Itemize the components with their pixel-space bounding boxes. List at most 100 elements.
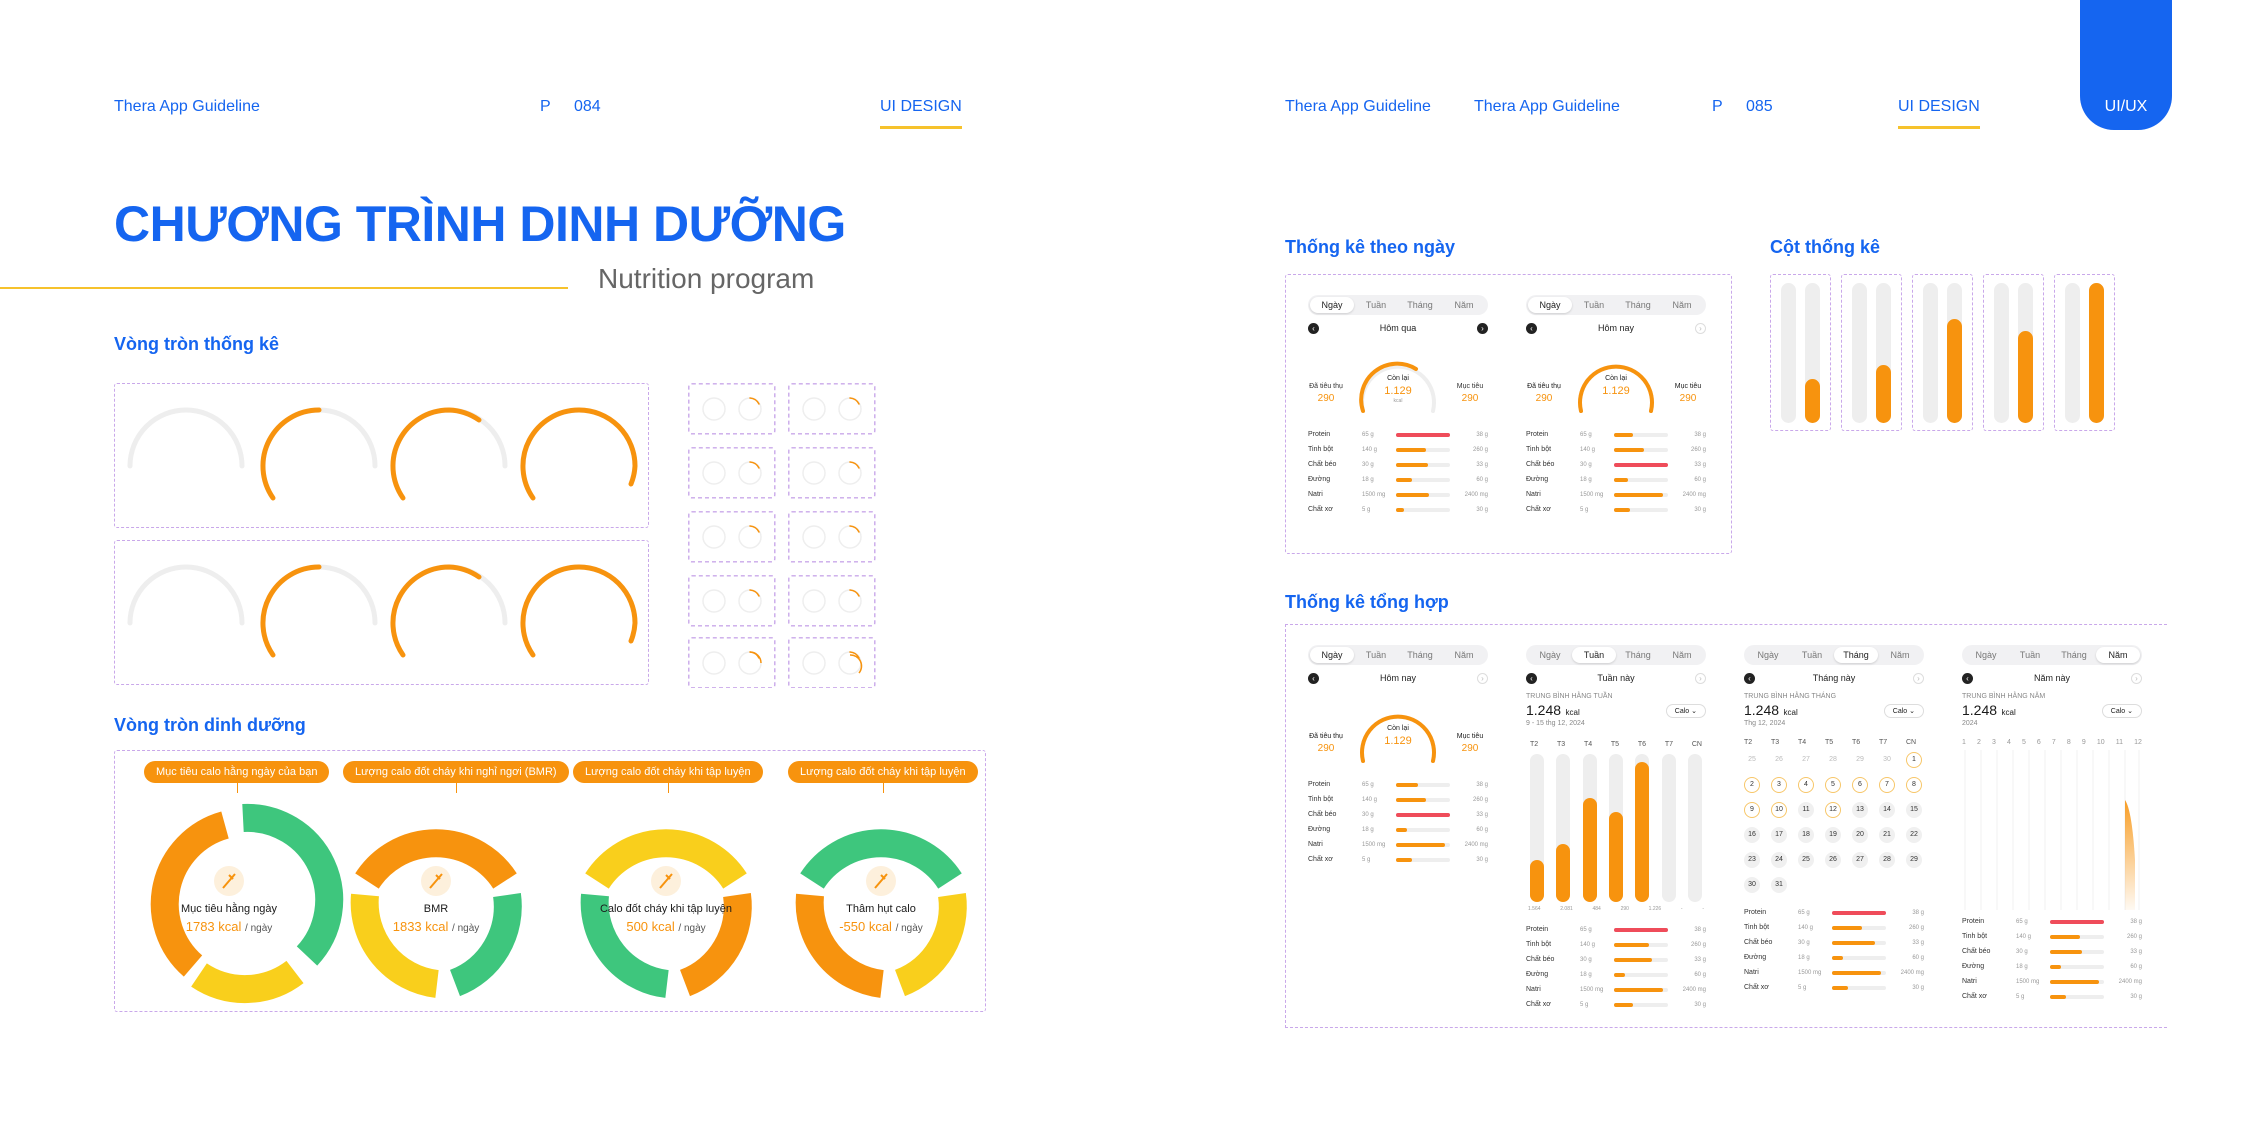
next-arrow-icon[interactable]: › bbox=[1477, 322, 1488, 334]
metric-select[interactable]: Calo ⌄ bbox=[1883, 704, 1924, 718]
ring-inner-title-4: Thâm hụt bbox=[853, 813, 909, 828]
prev-arrow-icon[interactable]: ‹ bbox=[1308, 322, 1319, 334]
tab-month[interactable]: Tháng bbox=[2061, 650, 2087, 660]
remaining-label: Còn lại bbox=[1387, 725, 1409, 732]
tab-year[interactable]: Năm bbox=[1672, 300, 1692, 310]
avg-label: TRUNG BÌNH HẰNG NĂM bbox=[1962, 693, 2046, 700]
area-series bbox=[2125, 800, 2135, 910]
weekly-bars bbox=[1526, 754, 1706, 902]
ring-label-2: BMR bbox=[423, 903, 449, 915]
nutrient-row: Protein 65 g 38 g bbox=[1744, 909, 1924, 916]
tab-week[interactable]: Tuần bbox=[1801, 650, 1823, 660]
prev-arrow-icon[interactable]: ‹ bbox=[1744, 672, 1755, 684]
tab-year[interactable]: Năm bbox=[1454, 300, 1474, 310]
nutrient-row: Tinh bột 140 g 260 g bbox=[1526, 941, 1706, 948]
prev-arrow-icon[interactable]: ‹ bbox=[1526, 322, 1537, 334]
summary-stats-box: Ngày Tuần Tháng Năm ‹ Hôm nay › Đã tiêu th… bbox=[1285, 624, 2167, 1028]
ring-label-4: Thâm hụt calo bbox=[846, 903, 916, 915]
metric-select[interactable]: Calo ⌄ bbox=[2101, 704, 2142, 718]
daily-stats-heading: Thống kê theo ngày bbox=[1285, 237, 1456, 257]
prev-arrow-icon[interactable]: ‹ bbox=[1308, 672, 1319, 684]
ring-inner-title-3: Tập luyện bbox=[638, 813, 696, 828]
nutrient-row: Natri 1500 mg 2400 mg bbox=[1526, 491, 1706, 498]
guide-title: Thera App Guideline bbox=[114, 98, 260, 115]
nutrient-row: Chất béo 30 g 33 g bbox=[1308, 461, 1488, 468]
daily-card-yesterday: Ngày Tuần Tháng Năm ‹ Hôm qua › Đã tiêu th… bbox=[1308, 295, 1488, 517]
tab-month[interactable]: Tháng bbox=[1407, 300, 1433, 310]
nutrient-list: Protein 65 g 38 g Tinh bột 140 g 260 g Chất … bbox=[1308, 427, 1488, 517]
prev-arrow-icon[interactable]: ‹ bbox=[1962, 672, 1973, 684]
title-divider bbox=[0, 287, 568, 289]
tab-week[interactable]: Tuần bbox=[1365, 300, 1387, 310]
remaining-value: 1.129 bbox=[1602, 385, 1630, 397]
next-arrow-icon[interactable]: › bbox=[2130, 672, 2142, 684]
nutrient-list: Protein 65 g 38 g Tinh bột 140 g 260 g Chất … bbox=[1962, 914, 2142, 1004]
next-arrow-icon[interactable]: › bbox=[1694, 672, 1706, 684]
tab-year[interactable]: Năm bbox=[2096, 647, 2140, 663]
tab-week[interactable]: Tuần bbox=[1365, 650, 1387, 660]
consumed-value: 290 bbox=[1317, 393, 1335, 404]
goal-value: 290 bbox=[1679, 393, 1697, 404]
nutrient-list: Protein 65 g 38 g Tinh bột 140 g 260 g Chất … bbox=[1526, 427, 1706, 517]
avg-unit: kcal bbox=[1783, 708, 1798, 717]
tab-year[interactable]: Năm bbox=[1890, 650, 1910, 660]
ring-empty bbox=[127, 407, 245, 469]
tab-week[interactable]: Tuần bbox=[1572, 647, 1616, 663]
tab-year[interactable]: Năm bbox=[1672, 650, 1692, 660]
yearly-area-chart bbox=[1964, 750, 2140, 910]
ring-unit-1: / ngày bbox=[245, 923, 273, 934]
nutrient-row: Chất xơ 5 g 30 g bbox=[1962, 993, 2142, 1000]
nutrient-row: Chất xơ 5 g 30 g bbox=[1526, 506, 1706, 513]
nutrient-row: Protein 65 g 38 g bbox=[1308, 431, 1488, 438]
tab-day[interactable]: Ngày bbox=[1757, 650, 1779, 660]
date-label: Hôm qua bbox=[1379, 323, 1417, 333]
tab-month[interactable]: Tháng bbox=[1625, 300, 1651, 310]
nutrient-row: Protein 65 g 38 g bbox=[1308, 781, 1488, 788]
date-label: Hôm nay bbox=[1379, 673, 1416, 683]
remaining-value: 1.129 bbox=[1384, 735, 1412, 747]
next-arrow-icon[interactable]: › bbox=[1913, 672, 1924, 684]
tab-month[interactable]: Tháng bbox=[1407, 650, 1433, 660]
remaining-unit: kcal bbox=[1393, 398, 1403, 404]
tab-day[interactable]: Ngày bbox=[1310, 297, 1354, 313]
nutrient-row: Protein 65 g 38 g bbox=[1962, 918, 2142, 925]
tab-year[interactable]: Năm bbox=[1454, 650, 1474, 660]
stat-ring-group-2 bbox=[114, 540, 649, 685]
tab-week[interactable]: Tuần bbox=[2019, 650, 2041, 660]
weekday-axis: T2 T3 T4 T5 T6 T7 CN bbox=[1530, 741, 1702, 748]
ring-tag-2: Lượng calo đốt cháy khi nghỉ ngơi (BMR) bbox=[343, 761, 569, 793]
avg-label: TRUNG BÌNH HẰNG THÁNG bbox=[1744, 693, 1837, 700]
tab-week[interactable]: Tuần bbox=[1583, 300, 1605, 310]
stat-ring-svg bbox=[127, 407, 638, 501]
tab-month[interactable]: Tháng bbox=[1834, 647, 1878, 663]
nutrient-list: Protein 65 g 38 g Tinh bột 140 g 260 g Chất … bbox=[1308, 777, 1488, 867]
nutrition-ring-heading: Vòng tròn dinh dưỡng bbox=[114, 715, 306, 735]
tab-day[interactable]: Ngày bbox=[1528, 297, 1572, 313]
nutrient-row: Chất béo 30 g 33 g bbox=[1526, 956, 1706, 963]
next-arrow-icon[interactable]: › bbox=[1694, 322, 1706, 334]
nutrient-row: Tinh bột 140 g 260 g bbox=[1308, 446, 1488, 453]
goal-label: Mục tiêu bbox=[1456, 383, 1484, 390]
consumed-value: 290 bbox=[1317, 743, 1335, 754]
next-arrow-icon[interactable]: › bbox=[1476, 672, 1488, 684]
nutrient-row: Natri 1500 mg 2400 mg bbox=[1308, 491, 1488, 498]
nutrient-row: Chất xơ 5 g 30 g bbox=[1308, 856, 1488, 863]
corner-tab: UI/UX bbox=[2080, 0, 2172, 130]
metric-select[interactable]: Calo ⌄ bbox=[1665, 704, 1706, 718]
ring-label-3: Calo đốt cháy khi tập luyện bbox=[599, 903, 733, 915]
carrot-icon bbox=[214, 866, 896, 896]
ring-unit-4: / ngày bbox=[895, 923, 923, 934]
mini-ring-grid bbox=[688, 383, 878, 688]
consumed-label: Đã tiêu thụ bbox=[1527, 383, 1561, 390]
tab-day[interactable]: Ngày bbox=[1539, 650, 1561, 660]
tab-day[interactable]: Ngày bbox=[1975, 650, 1997, 660]
avg-unit: kcal bbox=[1565, 708, 1580, 717]
daily-card-today: Ngày Tuần Tháng Năm ‹ Hôm nay › Đã tiêu th… bbox=[1526, 295, 1706, 517]
nutrient-row: Chất béo 30 g 33 g bbox=[1308, 811, 1488, 818]
ring-value-1: 1783 kcal bbox=[185, 919, 242, 934]
nutrient-row: Tinh bột 140 g 260 g bbox=[1744, 924, 1924, 931]
tab-month[interactable]: Tháng bbox=[1625, 650, 1651, 660]
nutrient-row: Tinh bột 140 g 260 g bbox=[1962, 933, 2142, 940]
prev-arrow-icon[interactable]: ‹ bbox=[1526, 672, 1537, 684]
tab-day[interactable]: Ngày bbox=[1310, 647, 1354, 663]
